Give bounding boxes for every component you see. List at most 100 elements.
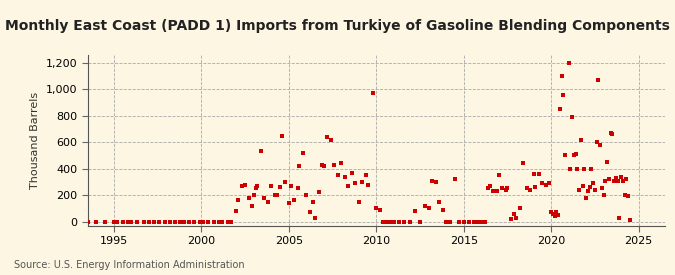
- Point: [159, 219, 170, 224]
- Point: [184, 219, 194, 224]
- Point: [266, 184, 277, 188]
- Point: [357, 180, 368, 184]
- Point: [614, 215, 625, 220]
- Point: [100, 219, 111, 224]
- Y-axis label: Thousand Barrels: Thousand Barrels: [30, 92, 40, 189]
- Point: [217, 219, 227, 224]
- Point: [404, 219, 415, 224]
- Point: [292, 186, 303, 191]
- Point: [236, 184, 247, 188]
- Point: [250, 186, 261, 191]
- Point: [336, 161, 347, 166]
- Point: [479, 219, 490, 224]
- Point: [175, 219, 186, 224]
- Point: [375, 207, 385, 212]
- Point: [580, 196, 591, 200]
- Point: [313, 190, 324, 195]
- Point: [354, 199, 364, 204]
- Point: [607, 132, 618, 136]
- Point: [362, 182, 373, 187]
- Point: [616, 174, 626, 179]
- Point: [556, 74, 567, 78]
- Point: [255, 149, 266, 154]
- Point: [621, 177, 632, 182]
- Point: [588, 181, 599, 185]
- Point: [497, 186, 508, 191]
- Point: [148, 219, 159, 224]
- Point: [612, 178, 623, 183]
- Point: [243, 196, 254, 200]
- Point: [203, 219, 214, 224]
- Text: Source: U.S. Energy Information Administration: Source: U.S. Energy Information Administ…: [14, 260, 244, 270]
- Point: [263, 199, 273, 204]
- Point: [506, 217, 516, 221]
- Point: [603, 177, 614, 182]
- Point: [524, 188, 535, 192]
- Point: [332, 173, 343, 177]
- Point: [453, 219, 464, 224]
- Point: [619, 193, 630, 197]
- Point: [555, 107, 566, 111]
- Point: [464, 219, 475, 224]
- Point: [483, 186, 493, 191]
- Point: [546, 210, 557, 214]
- Point: [394, 219, 404, 224]
- Point: [132, 219, 142, 224]
- Point: [178, 219, 189, 224]
- Point: [500, 188, 511, 192]
- Point: [583, 189, 593, 193]
- Point: [247, 204, 258, 208]
- Point: [493, 173, 504, 177]
- Point: [381, 219, 392, 224]
- Point: [286, 184, 296, 188]
- Point: [82, 219, 93, 224]
- Point: [231, 209, 242, 213]
- Point: [109, 219, 119, 224]
- Point: [423, 206, 434, 211]
- Point: [488, 189, 499, 193]
- Point: [553, 213, 564, 217]
- Point: [509, 211, 520, 216]
- Point: [586, 166, 597, 171]
- Point: [576, 138, 587, 142]
- Point: [222, 219, 233, 224]
- Point: [450, 177, 460, 182]
- Point: [388, 219, 399, 224]
- Point: [385, 219, 396, 224]
- Point: [568, 153, 579, 158]
- Point: [530, 185, 541, 189]
- Point: [289, 198, 300, 203]
- Point: [598, 193, 609, 197]
- Point: [343, 184, 354, 188]
- Point: [511, 215, 522, 220]
- Point: [570, 152, 581, 156]
- Point: [514, 206, 525, 211]
- Point: [547, 211, 558, 216]
- Point: [444, 219, 455, 224]
- Point: [572, 166, 583, 171]
- Point: [593, 78, 604, 82]
- Point: [441, 219, 452, 224]
- Point: [240, 182, 250, 187]
- Point: [427, 178, 437, 183]
- Point: [144, 219, 155, 224]
- Point: [76, 219, 86, 224]
- Point: [252, 184, 263, 188]
- Point: [533, 172, 544, 176]
- Point: [248, 193, 259, 197]
- Point: [485, 184, 495, 188]
- Point: [577, 184, 588, 188]
- Point: [138, 219, 149, 224]
- Text: Monthly East Coast (PADD 1) Imports from Turkiye of Gasoline Blending Components: Monthly East Coast (PADD 1) Imports from…: [5, 19, 670, 33]
- Point: [319, 164, 329, 168]
- Point: [551, 210, 562, 214]
- Point: [233, 198, 244, 203]
- Point: [399, 219, 410, 224]
- Point: [414, 219, 425, 224]
- Point: [574, 188, 585, 192]
- Point: [301, 193, 312, 197]
- Point: [502, 186, 513, 191]
- Point: [346, 170, 357, 175]
- Point: [378, 219, 389, 224]
- Point: [165, 219, 176, 224]
